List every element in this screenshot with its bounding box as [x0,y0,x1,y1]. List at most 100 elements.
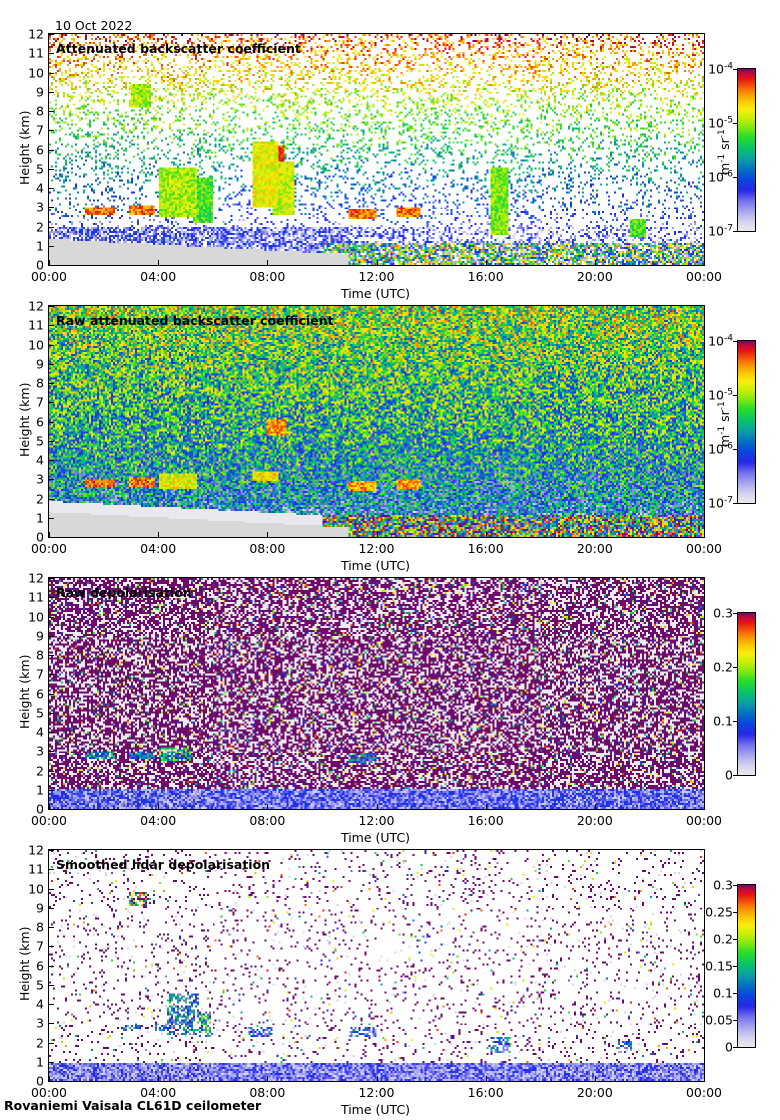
xtick-mark [267,804,268,809]
xtick-label: 12:00 [358,813,395,828]
ytick-mark [49,1043,54,1044]
ytick-label: 7 [36,938,44,954]
ytick-label: 10 [28,609,44,624]
ytick-mark [49,422,54,423]
xtick-label: 12:00 [358,541,395,556]
ytick-label: 1 [36,510,44,526]
ytick-mark [49,636,54,637]
xtick-mark [486,804,487,809]
colorbar-tick-label: 0.3 [713,605,733,621]
colorbar-tick-mark [733,395,737,396]
ytick-mark [49,597,54,598]
ytick-mark [49,537,54,538]
colorbar-tick-label: 10-4 [708,333,733,349]
ytick-label: 12 [28,570,44,586]
xtick-mark [267,1076,268,1081]
xtick-mark [158,1076,159,1081]
ytick-mark [49,655,54,656]
xtick-mark [267,532,268,537]
ytick-label: 5 [36,705,44,721]
colorbar-tick-mark [733,885,737,886]
ytick-mark [49,169,54,170]
colorbar-tick-label: 0.2 [713,931,733,947]
xtick-mark [595,532,596,537]
heatmap-canvas-1 [49,306,704,537]
colorbar-3 [737,884,756,1048]
colorbar-tick-mark [733,912,737,913]
xtick-label: 12:00 [358,1085,395,1100]
ytick-mark [49,966,54,967]
colorbar-gradient-1 [738,341,755,503]
xtick-label: 04:00 [140,813,177,828]
xtick-mark [595,804,596,809]
xtick-mark [49,260,50,265]
ytick-label: 8 [36,375,44,391]
xtick-label: 20:00 [576,1085,613,1100]
ytick-mark [49,207,54,208]
xtick-label: 20:00 [576,269,613,284]
ytick-mark [49,518,54,519]
ytick-mark [49,265,54,266]
ytick-label: 8 [36,103,44,119]
ytick-label: 3 [36,1015,44,1031]
ytick-label: 12 [28,842,44,858]
ytick-label: 9 [36,84,44,100]
ytick-label: 11 [28,45,44,61]
plot-area-1[interactable] [48,305,705,538]
ytick-mark [49,53,54,54]
ytick-label: 3 [36,743,44,759]
xtick-mark [704,804,705,809]
xtick-label: 08:00 [249,269,286,284]
ytick-mark [49,306,54,307]
ytick-mark [49,771,54,772]
ytick-mark [49,34,54,35]
plot-area-3[interactable] [48,849,705,1082]
ytick-label: 6 [36,958,44,973]
ytick-label: 9 [36,356,44,372]
ytick-label: 0 [36,1073,44,1089]
colorbar-tick-label: 0.3 [713,877,733,893]
xtick-mark [486,532,487,537]
heatmap-canvas-3 [49,850,704,1081]
heatmap-canvas-0 [49,34,704,265]
colorbar-1 [737,340,756,504]
ytick-label: 11 [28,589,44,605]
plot-area-2[interactable] [48,577,705,810]
colorbar-tick-label: 10-7 [708,223,733,239]
colorbar-tick-mark [733,1047,737,1048]
xtick-label: 20:00 [576,813,613,828]
xtick-mark [377,804,378,809]
xtick-mark [158,532,159,537]
xtick-mark [704,1076,705,1081]
ytick-label: 10 [28,65,44,80]
xtick-label: 04:00 [140,269,177,284]
x-axis-label-1: Time (UTC) [340,558,411,573]
ytick-label: 1 [36,238,44,254]
plot-area-0[interactable] [48,33,705,266]
ytick-label: 7 [36,666,44,682]
ytick-mark [49,790,54,791]
xtick-label: 12:00 [358,269,395,284]
ytick-mark [49,150,54,151]
xtick-label: 16:00 [467,269,504,284]
xtick-mark [377,1076,378,1081]
ytick-mark [49,889,54,890]
xtick-mark [704,532,705,537]
colorbar-tick-mark [733,231,737,232]
ytick-label: 0 [36,529,44,545]
ytick-label: 1 [36,782,44,798]
colorbar-tick-mark [733,177,737,178]
xtick-mark [158,260,159,265]
ytick-label: 7 [36,122,44,138]
colorbar-tick-mark [733,775,737,776]
x-axis-label-3: Time (UTC) [340,1102,411,1117]
ytick-mark [49,188,54,189]
ytick-label: 4 [36,724,44,740]
ytick-mark [49,383,54,384]
colorbar-tick-label: 10-6 [708,441,733,457]
xtick-label: 00:00 [30,1085,68,1100]
xtick-mark [486,1076,487,1081]
colorbar-tick-mark [733,69,737,70]
